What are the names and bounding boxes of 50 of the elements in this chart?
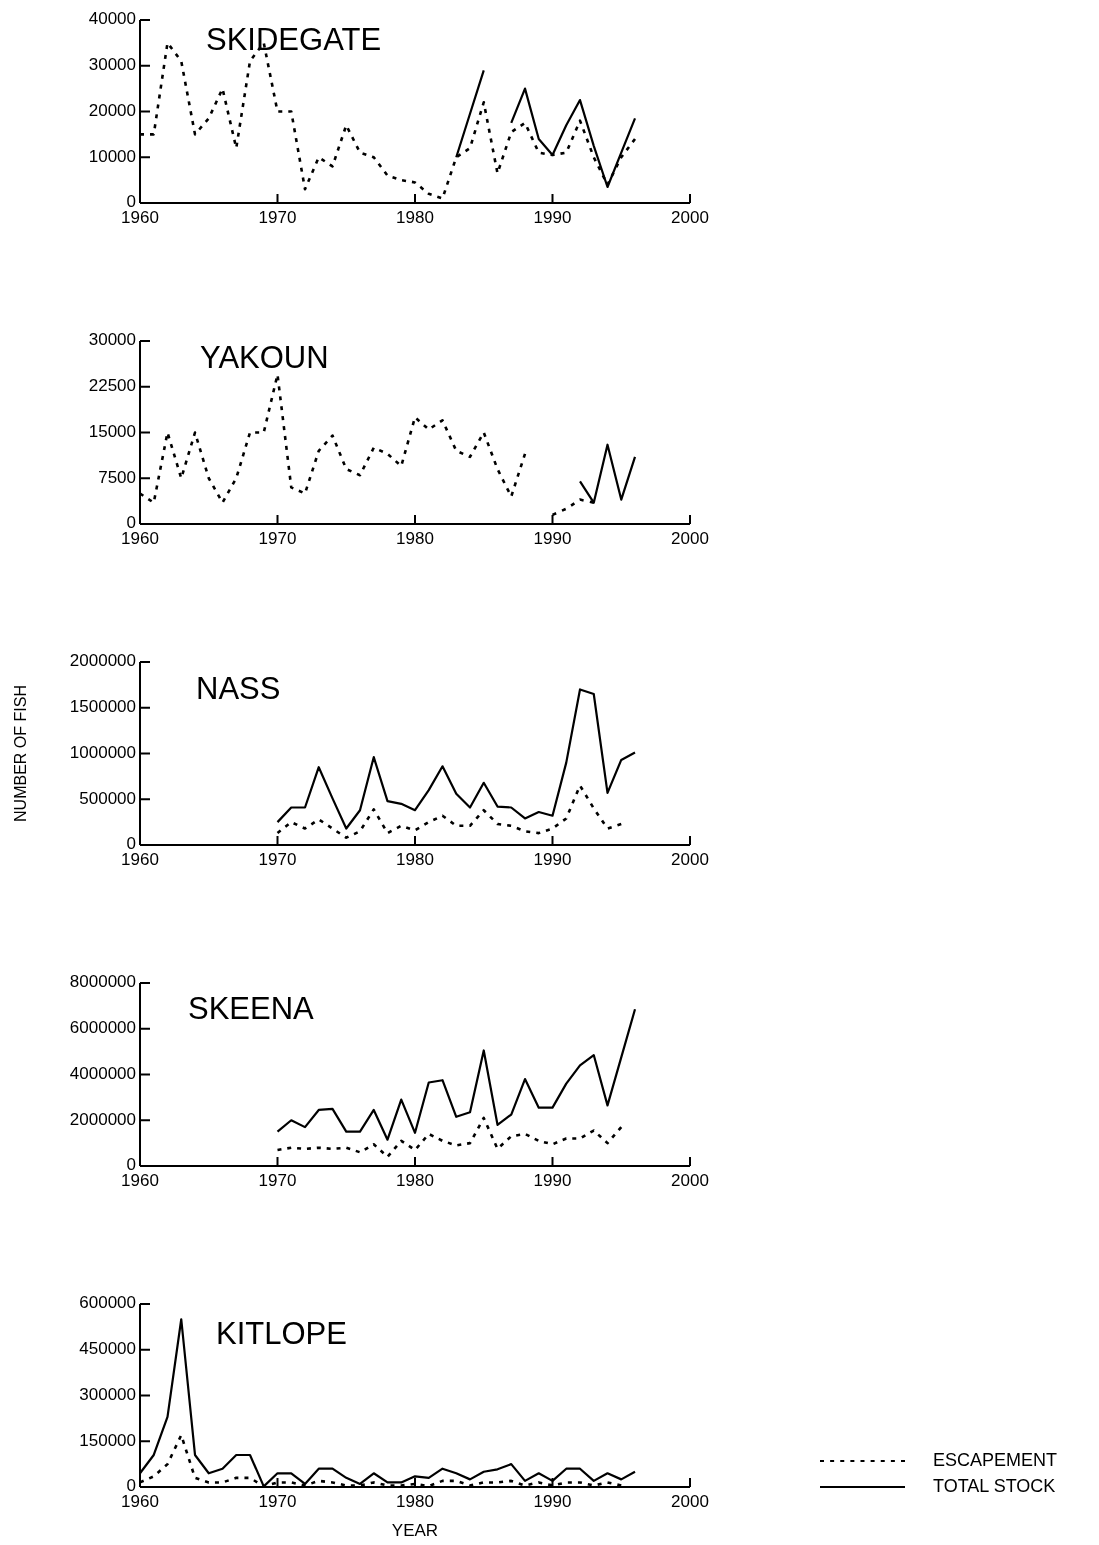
y-tick-label: 300000 [79,1384,136,1404]
x-axis-title: YEAR [391,1521,439,1540]
x-tick-label: 1980 [396,1492,434,1511]
x-tick-label: 2000 [671,1171,709,1190]
y-axis-title: NUMBER OF FISH [12,685,30,822]
x-tick-label: 1970 [258,1171,297,1190]
chart-title: SKEENA [188,991,315,1026]
y-tick-label: 20000 [88,100,136,120]
x-tick-label: 1980 [396,529,434,548]
y-tick-label: 22500 [88,376,136,396]
x-tick-label: 1970 [258,850,297,869]
chart-title: YAKOUN [200,340,329,375]
y-tick-label: 7500 [98,467,136,487]
legend-label: TOTAL STOCK [933,1475,1056,1496]
chart-title: SKIDEGATE [206,22,382,57]
y-tick-label: 30000 [88,55,136,75]
y-tick-label: 6000000 [69,1018,136,1038]
y-tick-label: 10000 [88,146,136,166]
x-tick-label: 1990 [533,850,572,869]
x-tick-label: 2000 [671,529,709,548]
y-tick-label: 500000 [79,788,136,808]
x-tick-label: 1990 [533,208,572,227]
x-tick-label: 1970 [258,208,297,227]
y-tick-label: 2000000 [69,651,136,671]
y-tick-label: 450000 [79,1339,136,1359]
legend-label: ESCAPEMENT [933,1449,1058,1470]
y-tick-label: 4000000 [69,1063,136,1083]
y-tick-label: 1000000 [69,742,136,762]
x-tick-label: 1980 [396,850,434,869]
y-tick-label: 1500000 [69,697,136,717]
line-series [276,1116,623,1159]
x-tick-label: 1970 [258,1492,297,1511]
x-tick-label: 1990 [533,1492,572,1511]
chart-title: KITLOPE [216,1316,347,1351]
y-tick-label: 600000 [79,1293,136,1313]
x-tick-label: 1970 [258,529,297,548]
y-tick-label: 2000000 [69,1109,136,1129]
y-tick-label: 40000 [88,9,136,29]
y-tick-label: 15000 [88,421,136,441]
x-tick-label: 2000 [671,1492,709,1511]
x-tick-label: 2000 [671,850,709,869]
y-tick-label: 8000000 [69,972,136,992]
x-tick-label: 2000 [671,208,709,227]
y-tick-label: 30000 [88,330,136,350]
y-tick-label: 150000 [79,1430,136,1450]
x-tick-label: 1990 [533,1171,572,1190]
x-tick-label: 1980 [396,1171,434,1190]
x-tick-label: 1980 [396,208,434,227]
x-tick-label: 1990 [533,529,572,548]
chart-title: NASS [196,671,281,706]
